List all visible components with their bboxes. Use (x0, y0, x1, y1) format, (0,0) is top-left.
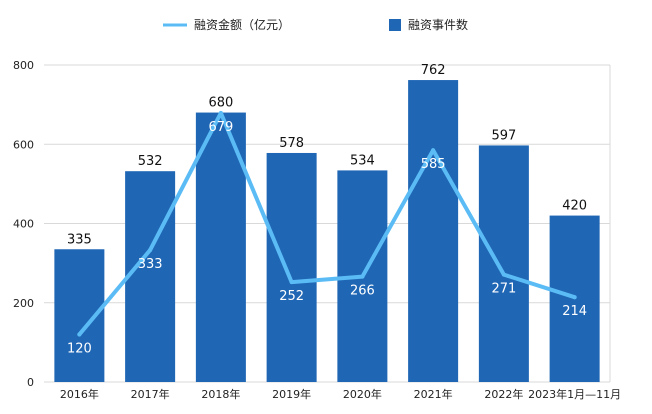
data-labels: 335 532 680 578 534 762 597 420 120 333 679 252 266 5… (67, 63, 587, 356)
line-value-label: 271 (491, 282, 516, 297)
line-point (77, 332, 82, 337)
line-series (77, 110, 577, 337)
x-tick-label: 2021年 (414, 387, 453, 401)
legend-label-events: 融资事件数 (408, 17, 468, 32)
x-tick-label: 2016年 (60, 387, 99, 401)
y-tick-label: 0 (27, 376, 34, 389)
bar (478, 145, 529, 382)
line-point (501, 272, 506, 277)
x-tick-label: 2019年 (272, 387, 311, 401)
bar-value-label: 762 (421, 63, 446, 78)
line-point (218, 110, 223, 115)
line-value-label: 266 (350, 284, 375, 299)
line-value-label: 252 (279, 289, 304, 304)
line-path (77, 110, 577, 337)
line-value-label: 585 (421, 157, 446, 172)
bar-value-label: 532 (138, 154, 163, 169)
line-value-label: 120 (67, 341, 92, 356)
y-tick-label: 800 (13, 59, 34, 72)
x-tick-label: 2022年 (484, 387, 523, 401)
bar (266, 152, 317, 382)
bar-value-label: 578 (279, 136, 304, 151)
x-tick-label: 2018年 (201, 387, 240, 401)
y-tick-label: 600 (13, 138, 34, 151)
line-point (360, 274, 365, 279)
legend: 融资金额（亿元） 融资事件数 (163, 17, 468, 32)
line-point (431, 148, 436, 153)
line-value-label: 214 (562, 304, 587, 319)
bar-series (54, 80, 600, 383)
x-tick-label: 2020年 (343, 387, 382, 401)
bar-value-label: 680 (208, 96, 233, 111)
line-point (572, 295, 577, 300)
bar (408, 80, 459, 383)
x-tick-label: 2017年 (131, 387, 170, 401)
line-point (148, 248, 153, 253)
line-value-label: 333 (138, 257, 163, 272)
bar-value-label: 335 (67, 232, 92, 247)
axes: 0 200 400 600 800 2016年 2017年 2018年 2019年 2020年 20… (13, 59, 621, 401)
y-tick-label: 200 (13, 297, 34, 310)
legend-label-amount: 融资金额（亿元） (194, 17, 290, 32)
bar-value-label: 597 (491, 128, 516, 143)
line-value-label: 679 (208, 120, 233, 135)
y-tick-label: 400 (13, 218, 34, 231)
legend-bar-swatch (389, 19, 401, 31)
bar (125, 171, 176, 382)
bar-value-label: 420 (562, 199, 587, 214)
x-tick-label: 2023年1月—11月 (528, 387, 621, 401)
line-point (289, 280, 294, 285)
bar-value-label: 534 (350, 153, 375, 168)
